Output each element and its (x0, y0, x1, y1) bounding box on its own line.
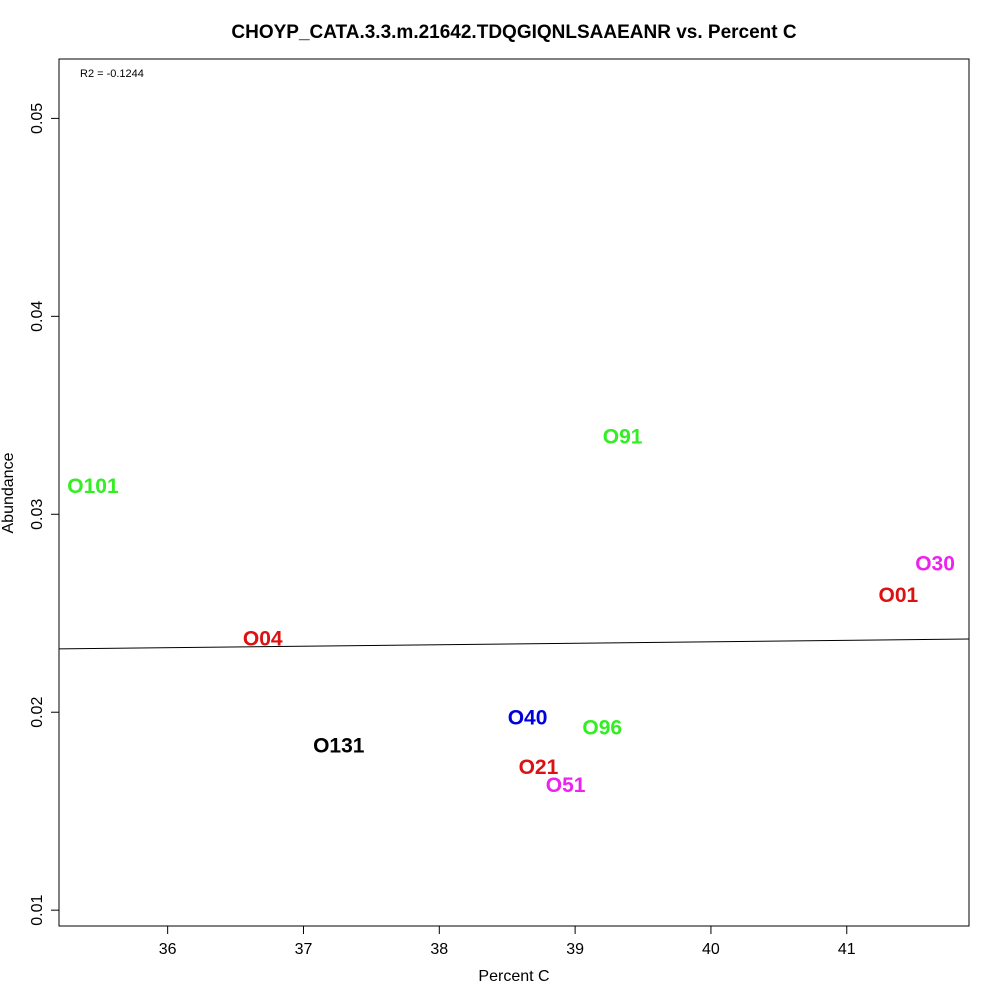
point-label-o01: O01 (879, 584, 919, 607)
r2-annotation: R2 = -0.1244 (80, 68, 144, 80)
point-label-o21: O21 (519, 756, 559, 779)
plot-area (58, 58, 970, 927)
x-tick-label: 41 (838, 941, 856, 958)
y-axis: 0.01 0.02 0.03 0.04 0.05 (29, 103, 60, 926)
x-tick-label: 39 (566, 941, 584, 958)
y-tick-label: 0.02 (29, 697, 46, 728)
x-tick-label: 36 (159, 941, 177, 958)
x-tick-label: 37 (295, 941, 313, 958)
y-axis-label: Abundance (0, 452, 17, 533)
point-label-o96: O96 (582, 717, 622, 740)
x-axis: 36 37 38 39 40 41 (159, 925, 856, 958)
point-label-o91: O91 (603, 426, 643, 449)
point-label-o04: O04 (243, 627, 283, 650)
point-label-o40: O40 (508, 707, 548, 730)
point-label-o101: O101 (67, 475, 119, 498)
regression-line (58, 638, 970, 650)
point-label-o51: O51 (546, 774, 586, 797)
x-axis-label: Percent C (478, 968, 549, 985)
y-tick-label: 0.03 (29, 499, 46, 530)
point-label-o30: O30 (915, 552, 955, 575)
y-tick-label: 0.01 (29, 894, 46, 925)
x-tick-label: 40 (702, 941, 720, 958)
chart-title: CHOYP_CATA.3.3.m.21642.TDQGIQNLSAAEANR v… (231, 22, 797, 43)
y-tick-label: 0.05 (29, 103, 46, 134)
x-tick-label: 38 (430, 941, 448, 958)
y-tick-label: 0.04 (29, 301, 46, 332)
point-label-o131: O131 (313, 734, 365, 757)
